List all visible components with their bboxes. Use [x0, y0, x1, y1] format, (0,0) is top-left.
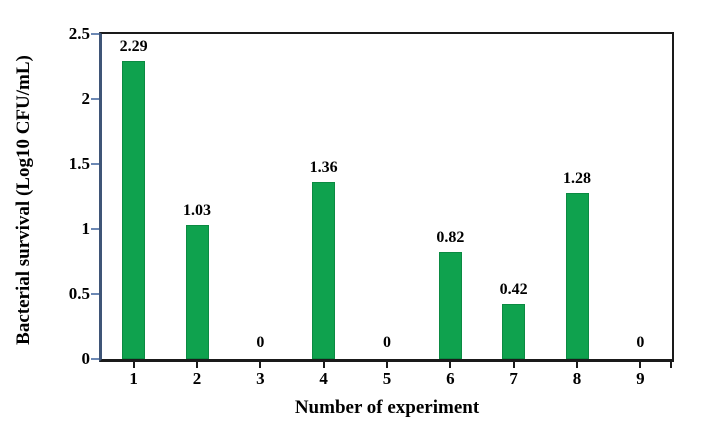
- x-axis-title: Number of experiment: [294, 397, 480, 418]
- y-tick-label: 0.5: [68, 284, 90, 303]
- bar-value-label: 0.82: [436, 229, 465, 247]
- bar: [502, 304, 526, 359]
- x-axis-tick: [322, 359, 325, 368]
- x-axis-tick: [639, 359, 642, 368]
- x-tick-label: 8: [572, 369, 582, 388]
- y-tick-label: 2.5: [68, 24, 90, 43]
- bar-value-label: 2.29: [119, 38, 148, 56]
- y-tick-label: 2: [81, 89, 91, 108]
- bar: [312, 182, 336, 359]
- y-tick-label: 1.5: [68, 154, 90, 173]
- y-tick-label: 1: [81, 219, 91, 238]
- y-axis-tick: [91, 358, 99, 360]
- x-tick-label: 5: [382, 369, 392, 388]
- bar-value-label: 0: [636, 334, 645, 351]
- y-axis-tick: [91, 33, 99, 35]
- x-tick-label: 1: [129, 369, 138, 388]
- x-axis-end-tick: [670, 359, 672, 368]
- x-tick-label: 4: [319, 369, 328, 388]
- x-axis-tick: [132, 359, 135, 368]
- x-axis-tick: [576, 359, 578, 368]
- x-axis-tick: [449, 359, 452, 368]
- plot-area: 0 0.5 1 1.5 2 2.5 1 2.29 2 1.03 3 0 4 1.36 5 0 6 0.82 7 0.4…: [69, 24, 674, 388]
- bar-value-label: 0: [383, 334, 391, 351]
- y-axis-title: Bacterial survival (Log10 CFU/mL): [13, 55, 34, 345]
- x-axis-tick: [259, 359, 262, 368]
- x-tick-label: 7: [509, 369, 518, 388]
- y-axis-tick: [91, 163, 99, 165]
- x-axis-tick: [386, 359, 388, 368]
- bar-value-label: 0.42: [499, 281, 528, 299]
- y-tick-label: 0: [81, 349, 91, 368]
- x-axis-tick: [512, 359, 515, 368]
- bar-value-label: 1.28: [563, 169, 591, 187]
- y-axis-tick: [91, 293, 99, 295]
- y-axis-tick: [91, 228, 99, 230]
- x-axis-tick: [196, 359, 198, 368]
- x-tick-label: 6: [446, 369, 455, 388]
- bar: [185, 225, 209, 359]
- y-axis-tick: [91, 98, 99, 100]
- x-tick-label: 9: [636, 369, 645, 388]
- bar-value-label: 1.36: [309, 159, 338, 177]
- bar: [438, 252, 462, 359]
- x-tick-label: 3: [256, 369, 265, 388]
- bar: [565, 192, 589, 359]
- bar-value-label: 1.03: [183, 202, 211, 220]
- bar: [122, 61, 146, 359]
- bar-value-label: 0: [256, 334, 265, 351]
- x-tick-label: 2: [192, 369, 202, 388]
